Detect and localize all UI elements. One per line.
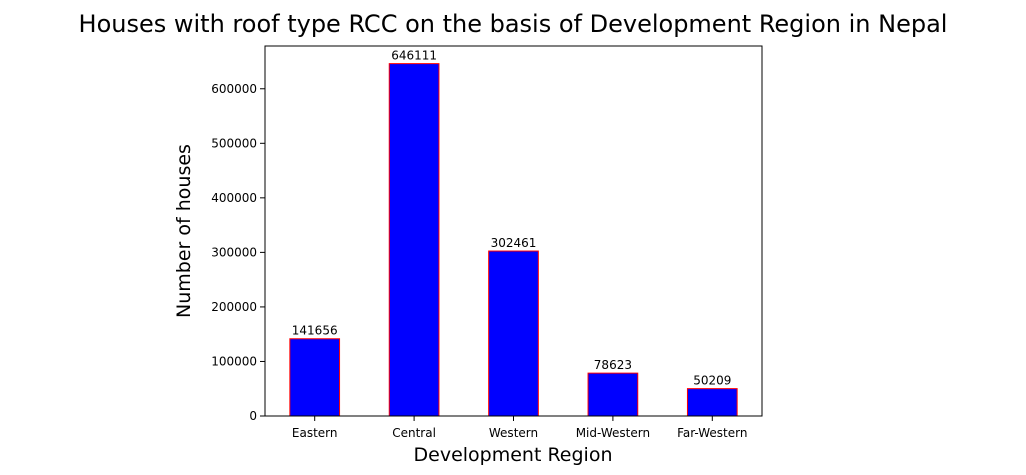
bar (587, 372, 639, 417)
chart-title: Houses with roof type RCC on the basis o… (79, 10, 948, 38)
y-tick-label: 0 (249, 409, 257, 423)
x-axis-label: Development Region (414, 444, 613, 466)
x-axis: Eastern Central Western Mid-Western Far-West… (292, 416, 747, 440)
y-axis: 0 100000 200000 300000 400000 500000 600000 (211, 82, 265, 423)
bar (686, 388, 738, 417)
x-tick-label: Far-Western (677, 426, 747, 440)
bar-value-label: 302461 (491, 236, 537, 250)
y-axis-label: Number of houses (173, 144, 195, 318)
bar-value-label: 50209 (693, 374, 731, 388)
plot-frame (264, 45, 763, 417)
y-tick-label: 500000 (211, 136, 257, 150)
bar (289, 338, 341, 417)
y-tick-label: 600000 (211, 82, 257, 96)
bars (289, 63, 738, 417)
x-tick-label: Western (489, 426, 538, 440)
x-tick-label: Eastern (292, 426, 338, 440)
data-labels: 141656 646111 302461 78623 50209 (292, 49, 732, 388)
x-tick-label: Mid-Western (576, 426, 650, 440)
bar-value-label: 141656 (292, 324, 338, 338)
bar (488, 250, 539, 417)
bar (388, 63, 440, 417)
x-tick-label: Central (392, 426, 436, 440)
y-tick-label: 100000 (211, 354, 257, 368)
bar-value-label: 78623 (594, 358, 632, 372)
y-tick-label: 300000 (211, 245, 257, 259)
y-tick-label: 400000 (211, 191, 257, 205)
bar-value-label: 646111 (391, 49, 437, 63)
y-tick-label: 200000 (211, 300, 257, 314)
